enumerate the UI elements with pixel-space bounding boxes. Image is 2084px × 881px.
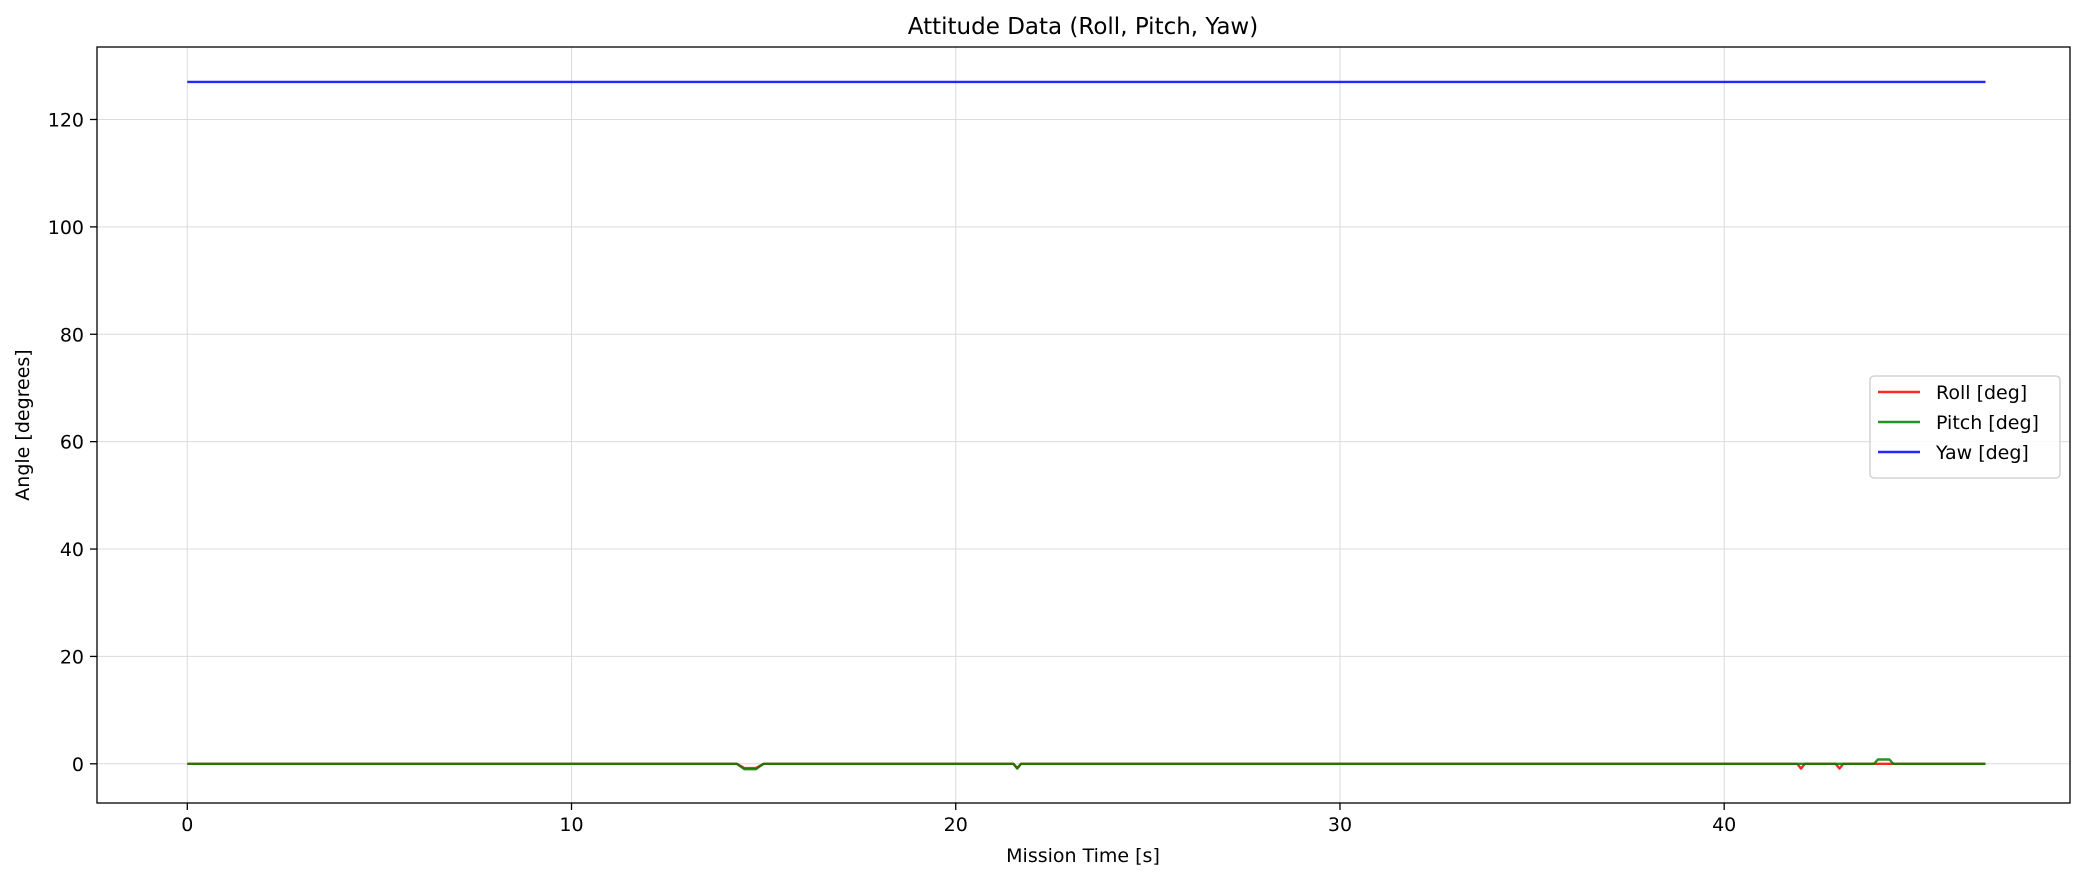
y-tick-label: 100 — [48, 217, 84, 239]
chart-title: Attitude Data (Roll, Pitch, Yaw) — [908, 14, 1258, 40]
x-tick-label: 40 — [1712, 814, 1736, 836]
x-tick-label: 10 — [559, 814, 583, 836]
legend-label: Yaw [deg] — [1935, 442, 2029, 464]
legend-label: Pitch [deg] — [1936, 412, 2039, 434]
x-axis-label: Mission Time [s] — [1006, 845, 1160, 867]
y-tick-label: 40 — [60, 539, 84, 561]
y-tick-label: 0 — [72, 754, 84, 776]
y-tick-label: 80 — [60, 324, 84, 346]
y-tick-label: 20 — [60, 646, 84, 668]
legend: Roll [deg] Pitch [deg] Yaw [deg] — [1870, 376, 2060, 478]
x-tick-label: 30 — [1328, 814, 1352, 836]
x-tick-label: 0 — [181, 814, 193, 836]
y-tick-label: 60 — [60, 432, 84, 454]
y-tick-label: 120 — [48, 109, 84, 131]
legend-label: Roll [deg] — [1936, 382, 2027, 404]
y-axis-label: Angle [degrees] — [12, 349, 34, 500]
x-tick-label: 20 — [944, 814, 968, 836]
